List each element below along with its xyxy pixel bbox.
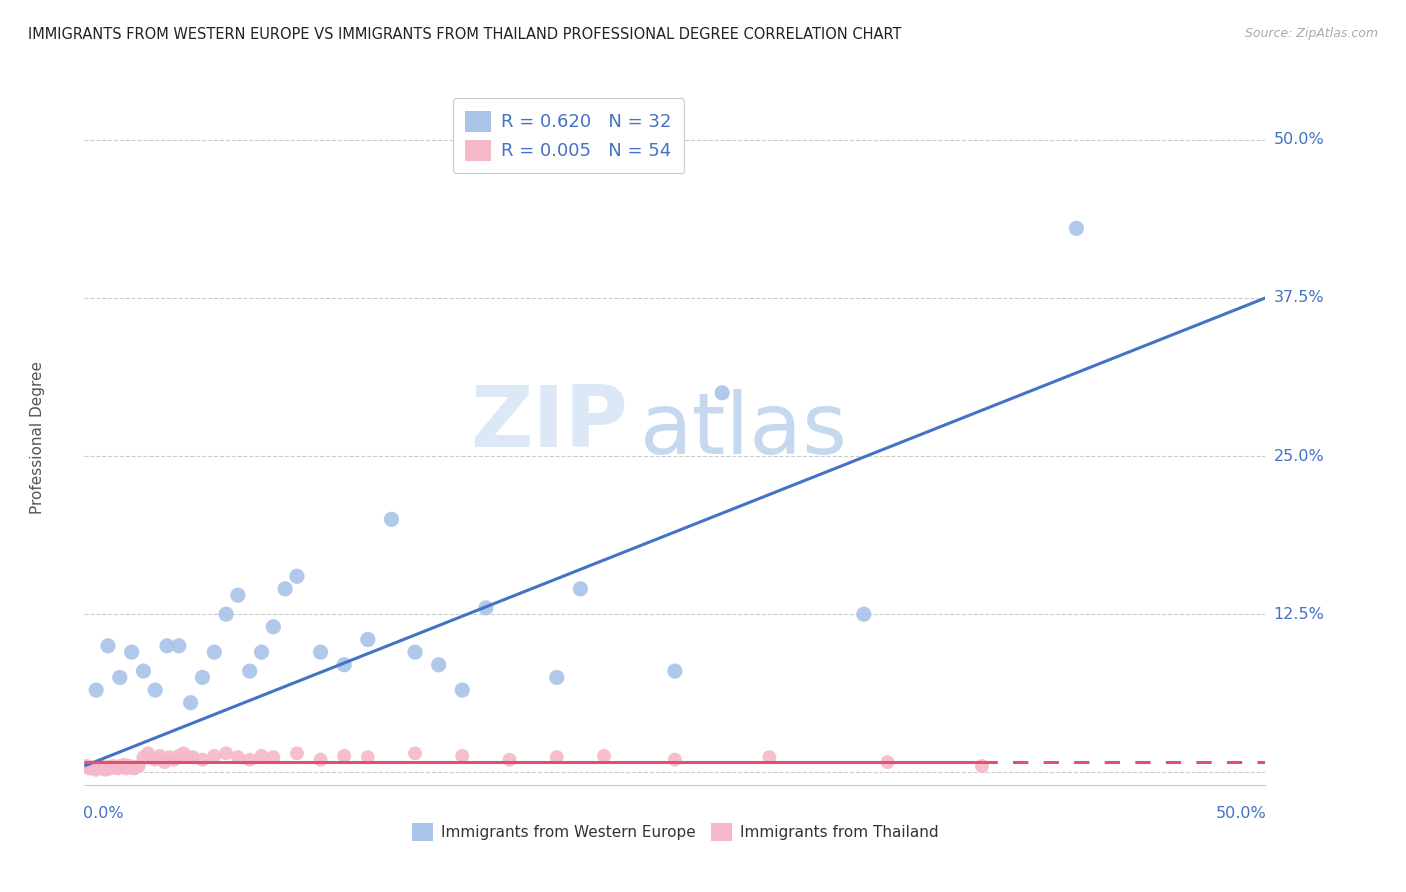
Point: [173, 747, 195, 761]
Point: [664, 753, 686, 767]
Point: [107, 762, 129, 776]
Point: [118, 759, 141, 773]
Point: [239, 664, 262, 678]
Point: [132, 664, 155, 678]
Text: 50.0%: 50.0%: [1274, 132, 1324, 147]
Point: [115, 762, 138, 776]
Point: [357, 750, 380, 764]
Point: [156, 639, 179, 653]
Point: [132, 750, 155, 764]
Point: [177, 750, 200, 764]
Point: [191, 753, 214, 767]
Point: [77, 762, 100, 776]
Point: [84, 763, 107, 777]
Point: [83, 762, 105, 776]
Point: [404, 645, 426, 659]
Point: [593, 748, 616, 763]
Point: [215, 607, 238, 622]
Point: [546, 670, 568, 684]
Point: [226, 750, 249, 764]
Point: [226, 588, 249, 602]
Point: [569, 582, 592, 596]
Point: [250, 645, 273, 659]
Point: [498, 753, 520, 767]
Point: [357, 632, 380, 647]
Text: 12.5%: 12.5%: [1274, 607, 1324, 622]
Point: [711, 385, 734, 400]
Point: [333, 748, 356, 763]
Point: [758, 750, 780, 764]
Point: [114, 757, 136, 772]
Point: [274, 582, 297, 596]
Text: ZIP: ZIP: [470, 382, 627, 465]
Point: [333, 657, 356, 672]
Point: [76, 759, 98, 773]
Point: [111, 760, 134, 774]
Point: [80, 760, 103, 774]
Text: atlas: atlas: [640, 389, 848, 472]
Point: [128, 759, 150, 773]
Text: Source: ZipAtlas.com: Source: ZipAtlas.com: [1244, 27, 1378, 40]
Point: [285, 569, 308, 583]
Point: [262, 620, 284, 634]
Text: IMMIGRANTS FROM WESTERN EUROPE VS IMMIGRANTS FROM THAILAND PROFESSIONAL DEGREE C: IMMIGRANTS FROM WESTERN EUROPE VS IMMIGR…: [28, 27, 901, 42]
Point: [215, 747, 238, 761]
Point: [98, 762, 121, 776]
Point: [121, 760, 143, 774]
Point: [149, 748, 172, 763]
Point: [970, 759, 993, 773]
Point: [451, 683, 474, 698]
Point: [90, 759, 112, 773]
Point: [157, 750, 180, 764]
Text: 0.0%: 0.0%: [83, 805, 124, 821]
Point: [122, 762, 145, 776]
Point: [664, 664, 686, 678]
Point: [94, 763, 117, 777]
Text: Professional Degree: Professional Degree: [30, 360, 45, 514]
Point: [451, 748, 474, 763]
Point: [239, 753, 262, 767]
Point: [97, 639, 120, 653]
Point: [87, 760, 110, 774]
Point: [101, 759, 124, 773]
Point: [380, 512, 402, 526]
Point: [84, 683, 107, 698]
Point: [167, 748, 190, 763]
Text: 37.5%: 37.5%: [1274, 291, 1324, 305]
Point: [108, 759, 131, 773]
Point: [143, 683, 166, 698]
Point: [97, 760, 120, 774]
Point: [309, 753, 332, 767]
Point: [153, 755, 176, 769]
Point: [876, 755, 898, 769]
Point: [104, 760, 127, 774]
Point: [91, 762, 114, 776]
Point: [262, 750, 284, 764]
Point: [250, 748, 273, 763]
Point: [475, 600, 498, 615]
Point: [167, 639, 190, 653]
Text: 50.0%: 50.0%: [1216, 805, 1267, 821]
Point: [136, 747, 159, 761]
Point: [108, 670, 131, 684]
Point: [191, 670, 214, 684]
Point: [1066, 221, 1088, 235]
Text: 25.0%: 25.0%: [1274, 449, 1324, 464]
Point: [125, 760, 148, 774]
Point: [285, 747, 308, 761]
Point: [180, 696, 202, 710]
Point: [121, 645, 143, 659]
Point: [404, 747, 426, 761]
Point: [163, 753, 186, 767]
Point: [546, 750, 568, 764]
Point: [181, 750, 204, 764]
Point: [852, 607, 875, 622]
Legend: Immigrants from Western Europe, Immigrants from Thailand: Immigrants from Western Europe, Immigran…: [405, 817, 945, 847]
Point: [202, 748, 225, 763]
Point: [309, 645, 332, 659]
Point: [427, 657, 450, 672]
Point: [202, 645, 225, 659]
Point: [143, 753, 166, 767]
